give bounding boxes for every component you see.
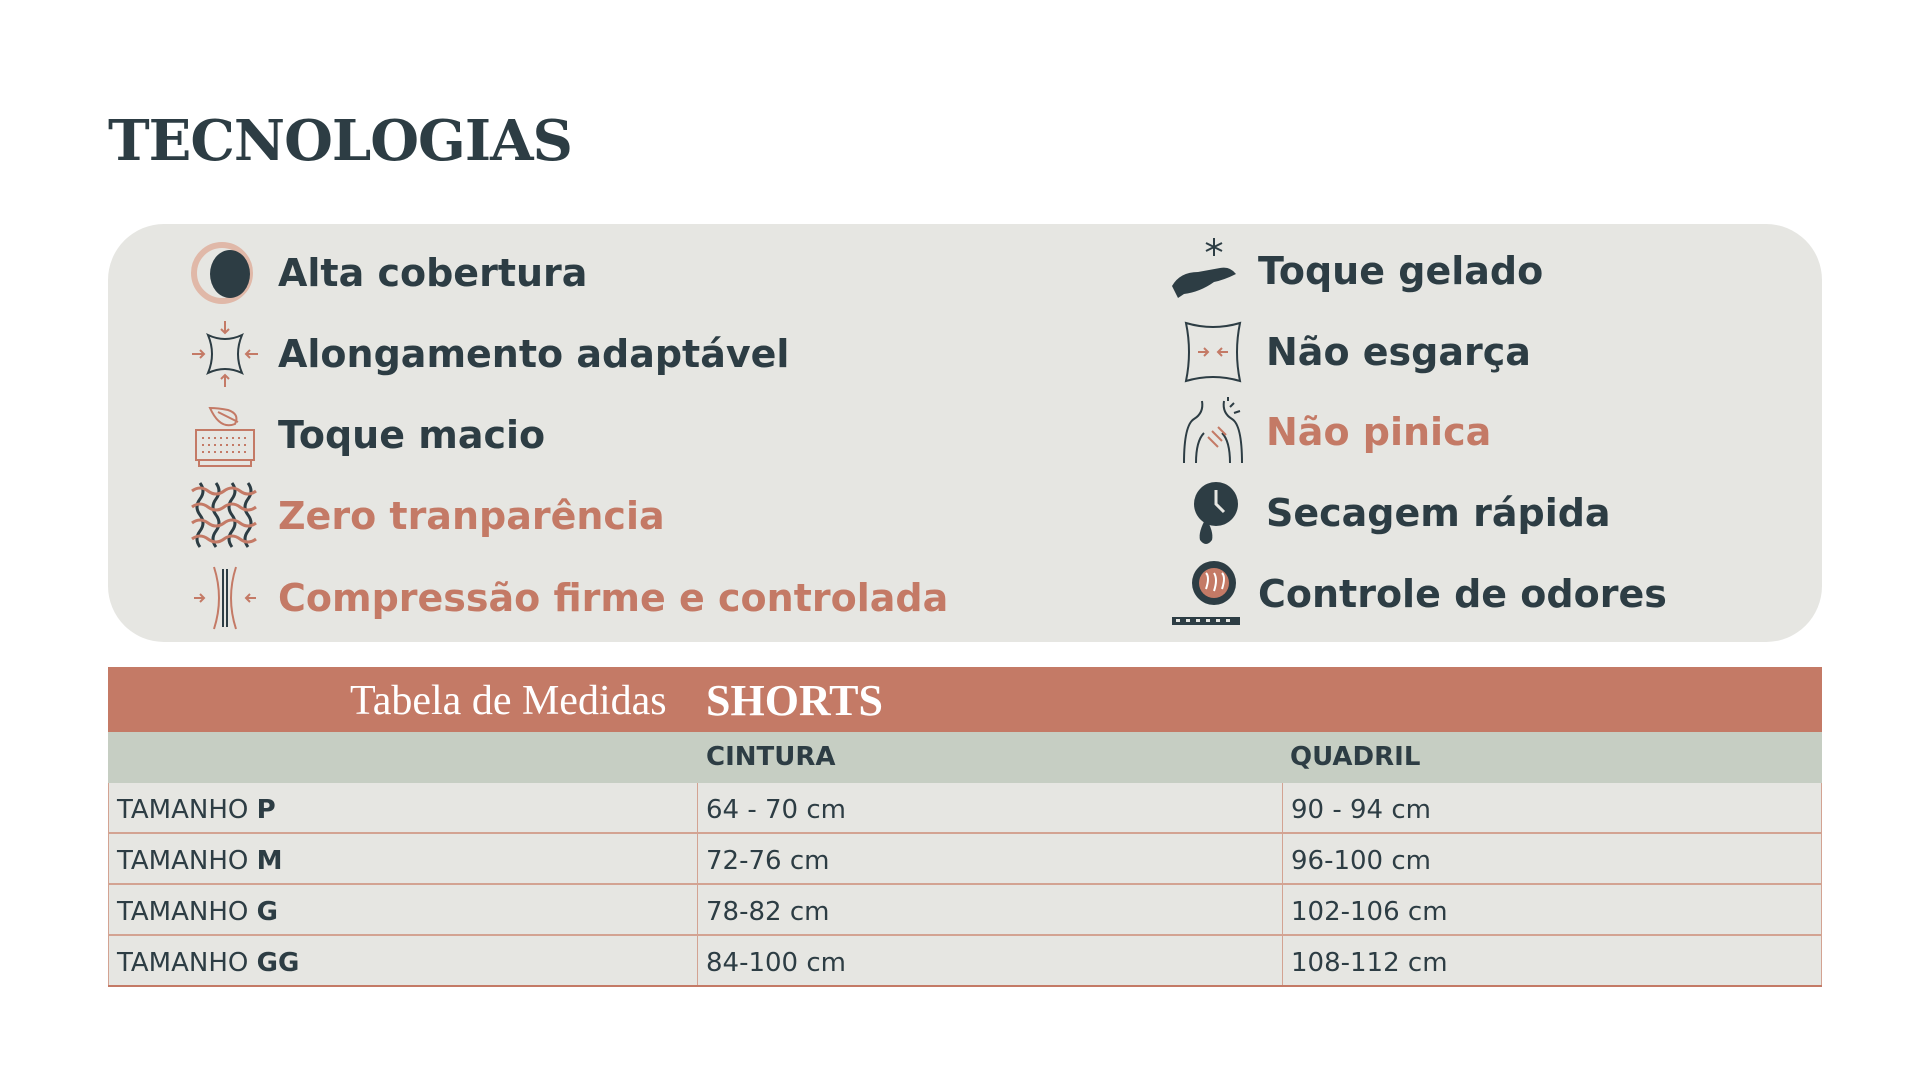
feature-toque-gelado: Toque gelado <box>1170 236 1543 306</box>
header-quadril: QUADRIL <box>1290 742 1421 772</box>
table-row: TAMANHO P 64 - 70 cm 90 - 94 cm <box>108 783 1822 834</box>
size-cell: TAMANHO M <box>108 834 697 883</box>
feature-label: Toque macio <box>278 413 546 457</box>
feature-label: Alongamento adaptável <box>278 332 790 376</box>
feature-label: Alta cobertura <box>278 251 588 295</box>
feather-cushion-icon <box>195 406 255 467</box>
hand-snowflake-icon <box>1172 238 1236 298</box>
feature-label: Compressão firme e controlada <box>278 576 949 620</box>
size-value: P <box>256 795 276 825</box>
drop-clock-icon <box>1194 482 1238 544</box>
feature-controle-odores: Controle de odores <box>1170 559 1667 629</box>
quadril-cell: 90 - 94 cm <box>1282 783 1822 832</box>
stretch-arrows-icon <box>192 321 258 387</box>
feature-toque-macio: Toque macio <box>190 400 545 470</box>
size-prefix: TAMANHO <box>117 846 249 876</box>
header-cintura: CINTURA <box>706 742 836 772</box>
feature-compressao: Compressão firme e controlada <box>190 563 948 633</box>
size-cell: TAMANHO G <box>108 885 697 934</box>
page-title: TECNOLOGIAS <box>108 108 573 174</box>
feature-zero-transparencia: Zero tranparência <box>190 481 665 551</box>
feature-label: Toque gelado <box>1258 249 1544 293</box>
feature-alongamento: Alongamento adaptável <box>190 319 789 389</box>
cintura-cell: 72-76 cm <box>697 834 1282 883</box>
technologies-panel <box>108 224 1822 642</box>
size-value: G <box>256 897 278 927</box>
size-value: M <box>256 846 283 876</box>
table-title-bar: Tabela de Medidas SHORTS <box>108 667 1822 732</box>
moon-coverage-icon <box>191 242 253 304</box>
feature-label: Zero tranparência <box>278 494 665 538</box>
odor-control-icon <box>1172 561 1240 625</box>
size-table: Tabela de Medidas SHORTS CINTURA QUADRIL… <box>108 667 1822 987</box>
fabric-square-icon <box>1184 321 1242 383</box>
feature-label: Não pinica <box>1266 410 1492 454</box>
size-prefix: TAMANHO <box>117 948 249 978</box>
quadril-cell: 108-112 cm <box>1282 936 1822 985</box>
cintura-cell: 64 - 70 cm <box>697 783 1282 832</box>
table-title-product: SHORTS <box>706 676 883 725</box>
table-title: Tabela de Medidas <box>350 678 667 724</box>
quadril-cell: 102-106 cm <box>1282 885 1822 934</box>
feature-secagem-rapida: Secagem rápida <box>1178 478 1611 548</box>
feature-label: Secagem rápida <box>1266 491 1611 535</box>
feature-nao-esgarca: Não esgarça <box>1178 317 1531 387</box>
size-cell: TAMANHO P <box>108 783 697 832</box>
feature-alta-cobertura: Alta cobertura <box>190 238 587 308</box>
quadril-cell: 96-100 cm <box>1282 834 1822 883</box>
body-scratch-icon <box>1183 397 1243 464</box>
cintura-cell: 84-100 cm <box>697 936 1282 985</box>
size-prefix: TAMANHO <box>117 795 249 825</box>
compression-icon <box>194 566 256 630</box>
size-value: GG <box>256 948 300 978</box>
woven-fabric-icon <box>191 482 257 548</box>
size-cell: TAMANHO GG <box>108 936 697 985</box>
table-row: TAMANHO GG 84-100 cm 108-112 cm <box>108 936 1822 987</box>
table-header-row: CINTURA QUADRIL <box>108 732 1822 783</box>
size-prefix: TAMANHO <box>117 897 249 927</box>
feature-nao-pinica: Não pinica <box>1178 397 1491 467</box>
table-row: TAMANHO M 72-76 cm 96-100 cm <box>108 834 1822 885</box>
cintura-cell: 78-82 cm <box>697 885 1282 934</box>
feature-label: Controle de odores <box>1258 572 1667 616</box>
feature-label: Não esgarça <box>1266 330 1531 374</box>
table-row: TAMANHO G 78-82 cm 102-106 cm <box>108 885 1822 936</box>
